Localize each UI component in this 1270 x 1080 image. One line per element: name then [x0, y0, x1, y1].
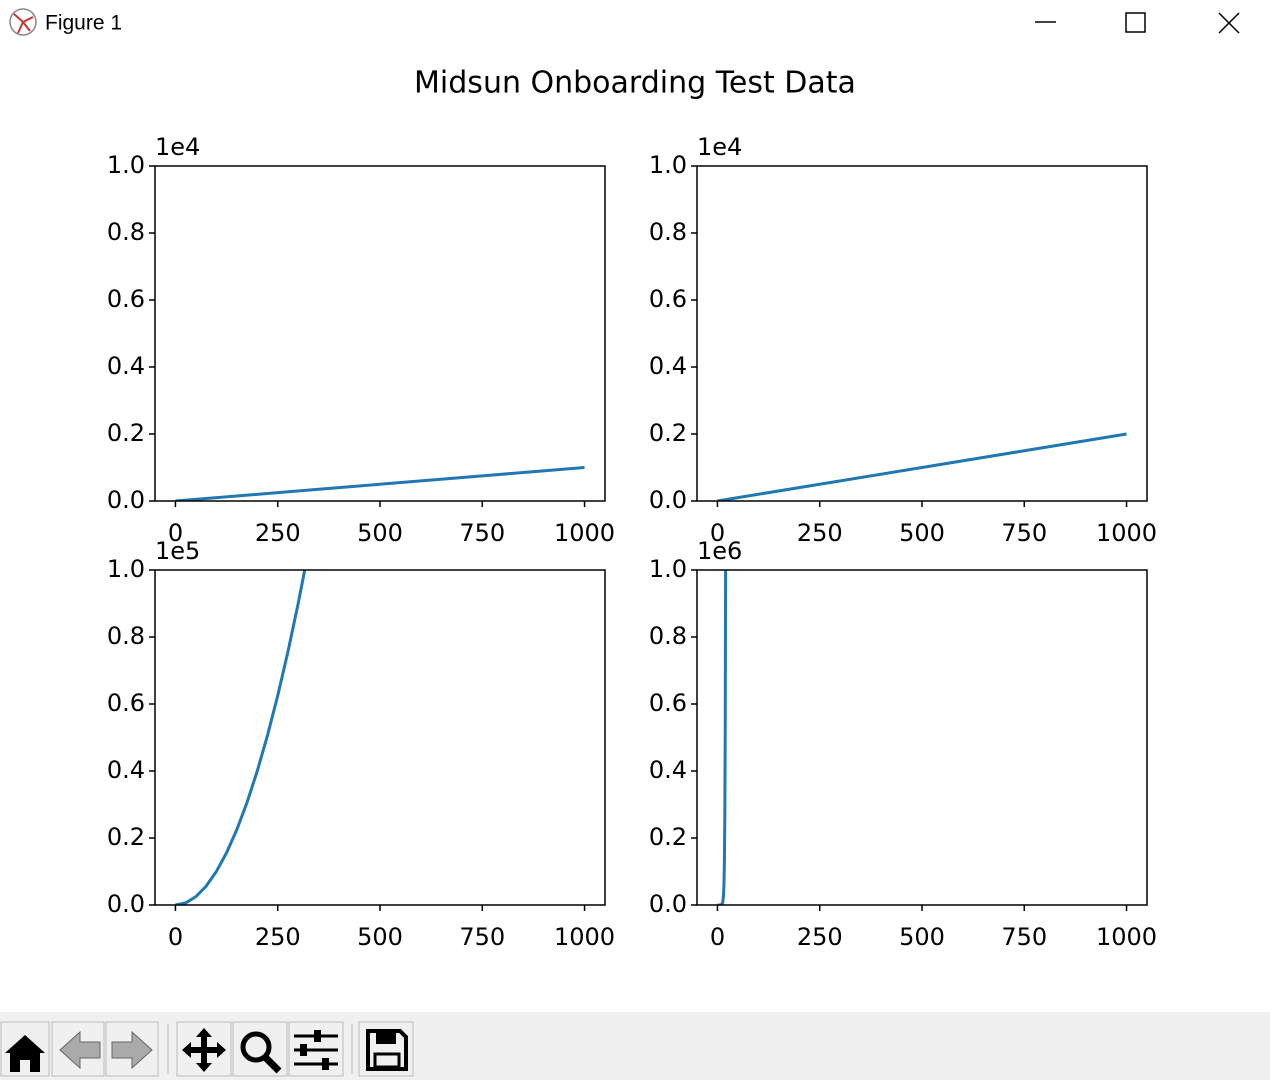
offset-text: 1e4 [155, 133, 200, 161]
y-tick-label: 0.8 [107, 622, 145, 650]
y-tick-label: 0.8 [107, 218, 145, 246]
y-tick-label: 1.0 [649, 151, 687, 179]
y-tick-label: 0.6 [649, 689, 687, 717]
x-tick-label: 1000 [1096, 923, 1157, 951]
x-tick-label: 750 [459, 923, 505, 951]
data-line [717, 570, 728, 905]
y-tick-label: 0.8 [649, 622, 687, 650]
x-tick-label: 500 [357, 923, 403, 951]
y-tick-label: 0.0 [107, 486, 145, 514]
x-tick-label: 500 [357, 519, 403, 547]
x-tick-label: 0 [168, 519, 183, 547]
x-tick-label: 750 [1001, 923, 1047, 951]
subplot: 0.0 0.2 0.4 0.6 0.8 1.0 0 250 500 750 1000 1e6 [649, 537, 1157, 951]
subplot: 0.0 0.2 0.4 0.6 0.8 1.0 0 250 500 750 1000 1e4 [107, 133, 615, 547]
offset-text: 1e5 [155, 537, 200, 565]
x-tick-label: 250 [797, 923, 843, 951]
maximize-button[interactable] [1125, 12, 1146, 33]
figure-title: Midsun Onboarding Test Data [414, 66, 856, 101]
subplot: 0.0 0.2 0.4 0.6 0.8 1.0 0 250 500 750 1000 1e4 [649, 133, 1157, 547]
zoom-button[interactable] [232, 1021, 288, 1077]
axes-frame [154, 165, 606, 502]
axes-frame [154, 569, 606, 906]
x-tick-label: 0 [710, 519, 725, 547]
offset-text: 1e4 [697, 133, 742, 161]
x-tick-label: 500 [899, 519, 945, 547]
x-tick-label: 750 [459, 519, 505, 547]
y-tick-label: 1.0 [107, 555, 145, 583]
y-tick-label: 0.6 [107, 689, 145, 717]
data-line [175, 570, 307, 905]
y-tick-label: 0.4 [107, 352, 145, 380]
y-tick-label: 0.8 [649, 218, 687, 246]
y-tick-label: 0.4 [107, 756, 145, 784]
toolbar [0, 1012, 1270, 1080]
y-tick-label: 0.2 [107, 823, 145, 851]
subplot: 0.0 0.2 0.4 0.6 0.8 1.0 0 250 500 750 1000 1e5 [107, 537, 615, 951]
axes-frame [696, 569, 1148, 906]
y-tick-label: 0.2 [649, 419, 687, 447]
x-tick-label: 1000 [1096, 519, 1157, 547]
pan-button[interactable] [176, 1021, 232, 1077]
y-tick-label: 1.0 [649, 555, 687, 583]
x-tick-label: 250 [255, 923, 301, 951]
y-tick-label: 1.0 [107, 151, 145, 179]
data-line [175, 466, 585, 501]
y-tick-label: 0.0 [107, 890, 145, 918]
y-tick-label: 0.4 [649, 352, 687, 380]
x-tick-label: 0 [710, 923, 725, 951]
home-button[interactable] [0, 1021, 50, 1077]
axes-frame [696, 165, 1148, 502]
window-title: Figure 1 [45, 12, 122, 35]
save-button[interactable] [358, 1021, 414, 1077]
title-bar: Figure 1 [9, 8, 1240, 36]
x-tick-label: 1000 [554, 519, 615, 547]
forward-button[interactable] [105, 1021, 159, 1077]
x-tick-label: 500 [899, 923, 945, 951]
x-tick-label: 1000 [554, 923, 615, 951]
y-tick-label: 0.0 [649, 890, 687, 918]
data-line [717, 432, 1127, 501]
close-button[interactable] [1218, 12, 1240, 34]
configure-button[interactable] [288, 1021, 344, 1077]
back-button[interactable] [51, 1021, 105, 1077]
y-tick-label: 0.4 [649, 756, 687, 784]
x-tick-label: 0 [168, 923, 183, 951]
x-tick-label: 750 [1001, 519, 1047, 547]
plots: 0.00.20.40.60.81.00 250 500 750 10001e40.00.… [107, 133, 1157, 951]
app-icon-detail [13, 13, 34, 34]
y-tick-label: 0.2 [649, 823, 687, 851]
y-tick-label: 0.0 [649, 486, 687, 514]
offset-text: 1e6 [697, 537, 742, 565]
x-tick-label: 250 [797, 519, 843, 547]
y-tick-label: 0.6 [107, 285, 145, 313]
x-tick-label: 250 [255, 519, 301, 547]
y-tick-label: 0.2 [107, 419, 145, 447]
y-tick-label: 0.6 [649, 285, 687, 313]
